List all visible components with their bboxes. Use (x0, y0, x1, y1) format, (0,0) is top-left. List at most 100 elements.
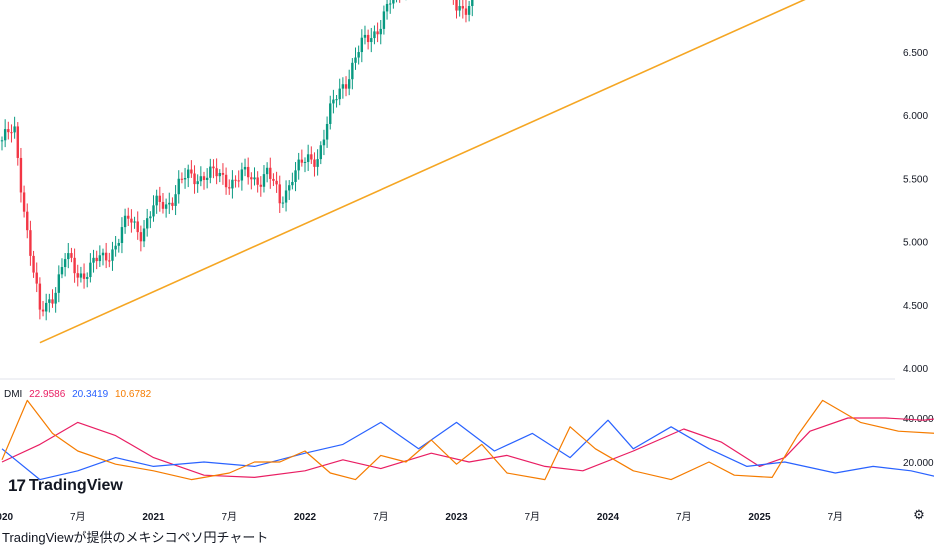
candle-body (16, 126, 19, 158)
candle-body (51, 299, 54, 304)
candle-body (127, 215, 130, 219)
candle-body (19, 157, 23, 193)
candle-body (376, 31, 379, 35)
candle-body (471, 0, 474, 7)
candle-body (351, 62, 354, 80)
candle-body (95, 257, 98, 262)
candle-body (250, 177, 253, 180)
candle-body (67, 253, 70, 260)
dmi-legend: DMI 22.9586 20.3419 10.6782 (4, 389, 155, 400)
candle-body (256, 177, 259, 185)
candle-body (209, 166, 212, 178)
candle-body (205, 177, 209, 180)
candle-body (38, 283, 42, 310)
candle-body (300, 159, 304, 163)
candle-body (288, 185, 291, 191)
candle-body (332, 99, 335, 104)
plus-di-line (1, 417, 934, 478)
candle-body (281, 202, 285, 204)
candle-body (224, 174, 228, 188)
candle-body (360, 37, 364, 53)
candle-body (48, 299, 51, 303)
time-tick-label: 2020 (0, 512, 14, 523)
candle-body (366, 34, 370, 43)
support-trendline (39, 0, 806, 344)
candle-body (370, 38, 373, 43)
candle-body (29, 230, 32, 256)
tradingview-logo[interactable]: 17 TradingView (8, 476, 123, 496)
dmi-label: DMI (4, 389, 23, 400)
candle-body (464, 8, 468, 15)
candle-body (322, 139, 326, 146)
candle-body (218, 172, 221, 177)
candle-body (269, 167, 272, 179)
candle-body (341, 84, 345, 89)
price-pane: 4.0004.5005.0005.5006.0006.5007.0007.500… (0, 0, 928, 380)
candle-body (57, 274, 61, 293)
adx-value: 10.6782 (115, 389, 152, 400)
candle-body (325, 123, 329, 140)
candle-body (278, 184, 281, 204)
candle-body (234, 179, 237, 181)
candle-body (89, 262, 92, 278)
candle-body (139, 232, 143, 242)
candle-body (187, 169, 190, 179)
candle-body (104, 252, 108, 261)
gear-icon[interactable]: ⚙ (913, 507, 925, 522)
candle-body (117, 243, 120, 246)
candle-body (303, 161, 307, 163)
candle-body (123, 215, 127, 228)
candle-body (313, 159, 316, 167)
candle-body (272, 178, 275, 181)
candle-body (98, 255, 102, 262)
time-tick-label: 2025 (748, 512, 771, 523)
price-tick-label: 6.500 (903, 48, 928, 59)
candle-body (212, 166, 215, 169)
candle-body (461, 6, 465, 9)
candle-body (70, 253, 73, 258)
price-tick-label: 5.000 (903, 238, 928, 249)
candle-body (54, 292, 57, 304)
candle-body (344, 84, 348, 89)
candle-body (114, 245, 117, 250)
candle-body (316, 159, 319, 167)
price-tick-label: 4.500 (903, 301, 928, 312)
candle-body (168, 202, 171, 205)
candle-body (329, 103, 332, 124)
candle-body (7, 129, 10, 133)
candle-body (193, 173, 196, 185)
price-tick-label: 4.000 (903, 364, 928, 375)
candle-body (243, 166, 247, 170)
price-tick-label: 6.000 (903, 111, 928, 122)
candle-body (199, 176, 203, 182)
logo-text: TradingView (28, 477, 123, 494)
candle-body (382, 11, 386, 29)
candle-body (196, 181, 199, 185)
candle-body (202, 176, 206, 180)
dmi-tick-label: 20.000 (903, 458, 934, 469)
candle-body (0, 140, 4, 142)
candle-body (108, 260, 111, 262)
candle-body (158, 195, 162, 202)
price-tick-label: 5.500 (903, 174, 928, 185)
candle-body (262, 174, 266, 187)
candle-body (335, 99, 338, 101)
tradingview-mark-icon: 17 (8, 476, 26, 495)
candle-body (297, 159, 300, 171)
candle-body (228, 187, 231, 189)
candle-body (13, 126, 16, 133)
candle-body (22, 192, 26, 212)
candle-body (60, 267, 64, 275)
minus-di-value: 20.3419 (72, 389, 109, 400)
candle-body (174, 194, 177, 206)
candle-body (379, 28, 382, 35)
candle-body (101, 252, 105, 256)
time-tick-label: 7月 (827, 511, 843, 523)
candle-body (3, 129, 7, 141)
candle-body (183, 178, 187, 180)
candle-body (26, 211, 29, 231)
candle-body (79, 273, 83, 278)
candle-body (155, 195, 158, 206)
time-tick-label: 7月 (676, 511, 692, 523)
